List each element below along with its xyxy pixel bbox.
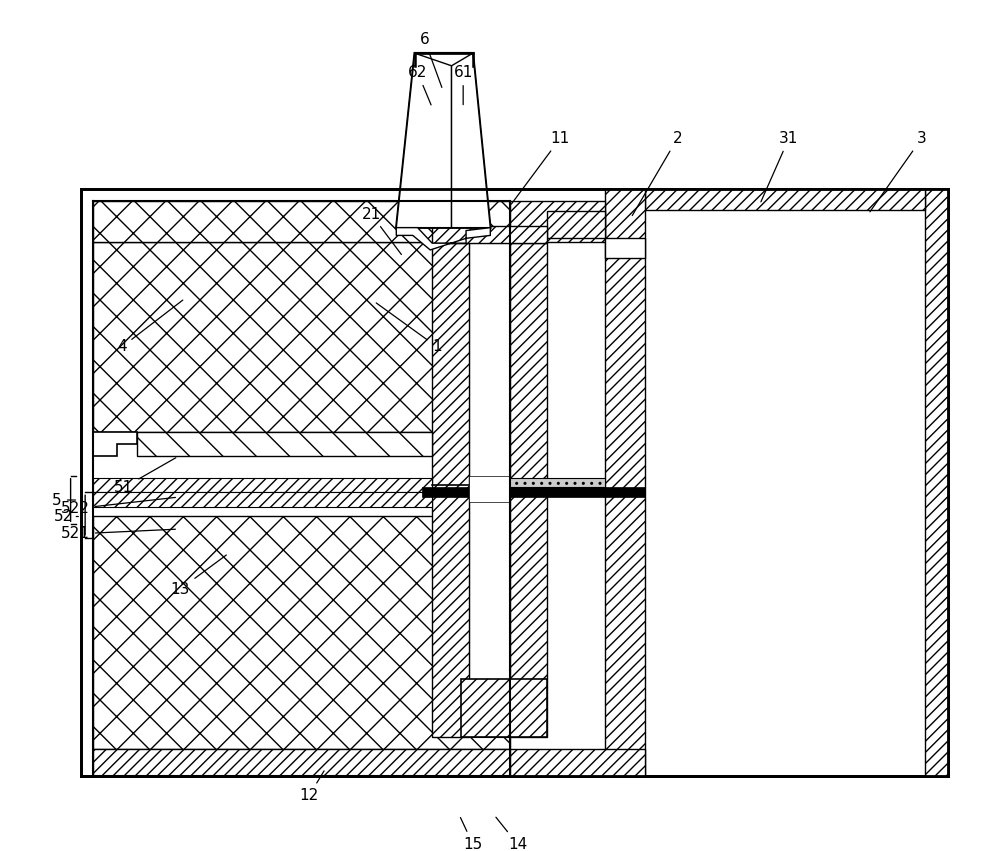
Bar — [645, 189, 925, 210]
Bar — [432, 243, 469, 738]
Text: 13: 13 — [170, 555, 226, 597]
Bar — [605, 189, 645, 776]
Bar — [469, 476, 510, 502]
Bar — [93, 492, 432, 507]
Text: 1: 1 — [376, 303, 442, 354]
Bar — [93, 243, 510, 432]
Text: 4: 4 — [117, 300, 183, 354]
Bar — [422, 488, 645, 497]
Bar — [469, 243, 510, 738]
Bar — [469, 477, 605, 488]
Bar — [93, 517, 510, 749]
Bar — [432, 226, 547, 243]
Bar — [81, 189, 948, 776]
Bar — [925, 189, 948, 776]
Bar — [605, 238, 645, 258]
Text: 12: 12 — [299, 771, 324, 803]
Polygon shape — [396, 53, 452, 228]
Polygon shape — [396, 53, 490, 228]
Text: 521: 521 — [61, 527, 175, 541]
Text: 2: 2 — [632, 131, 682, 215]
Text: 51: 51 — [114, 458, 176, 495]
Polygon shape — [396, 228, 490, 250]
Polygon shape — [452, 53, 490, 228]
Text: 14: 14 — [496, 817, 527, 851]
Bar — [93, 477, 432, 492]
Bar — [510, 202, 605, 243]
Bar — [547, 211, 605, 238]
Bar — [510, 749, 645, 776]
Bar — [137, 432, 432, 456]
Bar — [93, 749, 510, 776]
Text: 6: 6 — [420, 32, 442, 88]
Text: 5: 5 — [52, 493, 76, 507]
Text: 61: 61 — [453, 65, 473, 105]
Text: 21: 21 — [361, 207, 401, 254]
Text: 62: 62 — [408, 65, 431, 105]
Bar — [461, 679, 547, 738]
Text: 31: 31 — [761, 131, 799, 202]
Text: 15: 15 — [460, 818, 482, 851]
Bar — [510, 243, 547, 738]
Text: 3: 3 — [870, 131, 927, 212]
Text: 522: 522 — [61, 498, 175, 517]
Polygon shape — [93, 432, 137, 456]
Text: 11: 11 — [511, 131, 570, 204]
Bar — [93, 202, 510, 243]
Text: 52: 52 — [54, 509, 78, 524]
